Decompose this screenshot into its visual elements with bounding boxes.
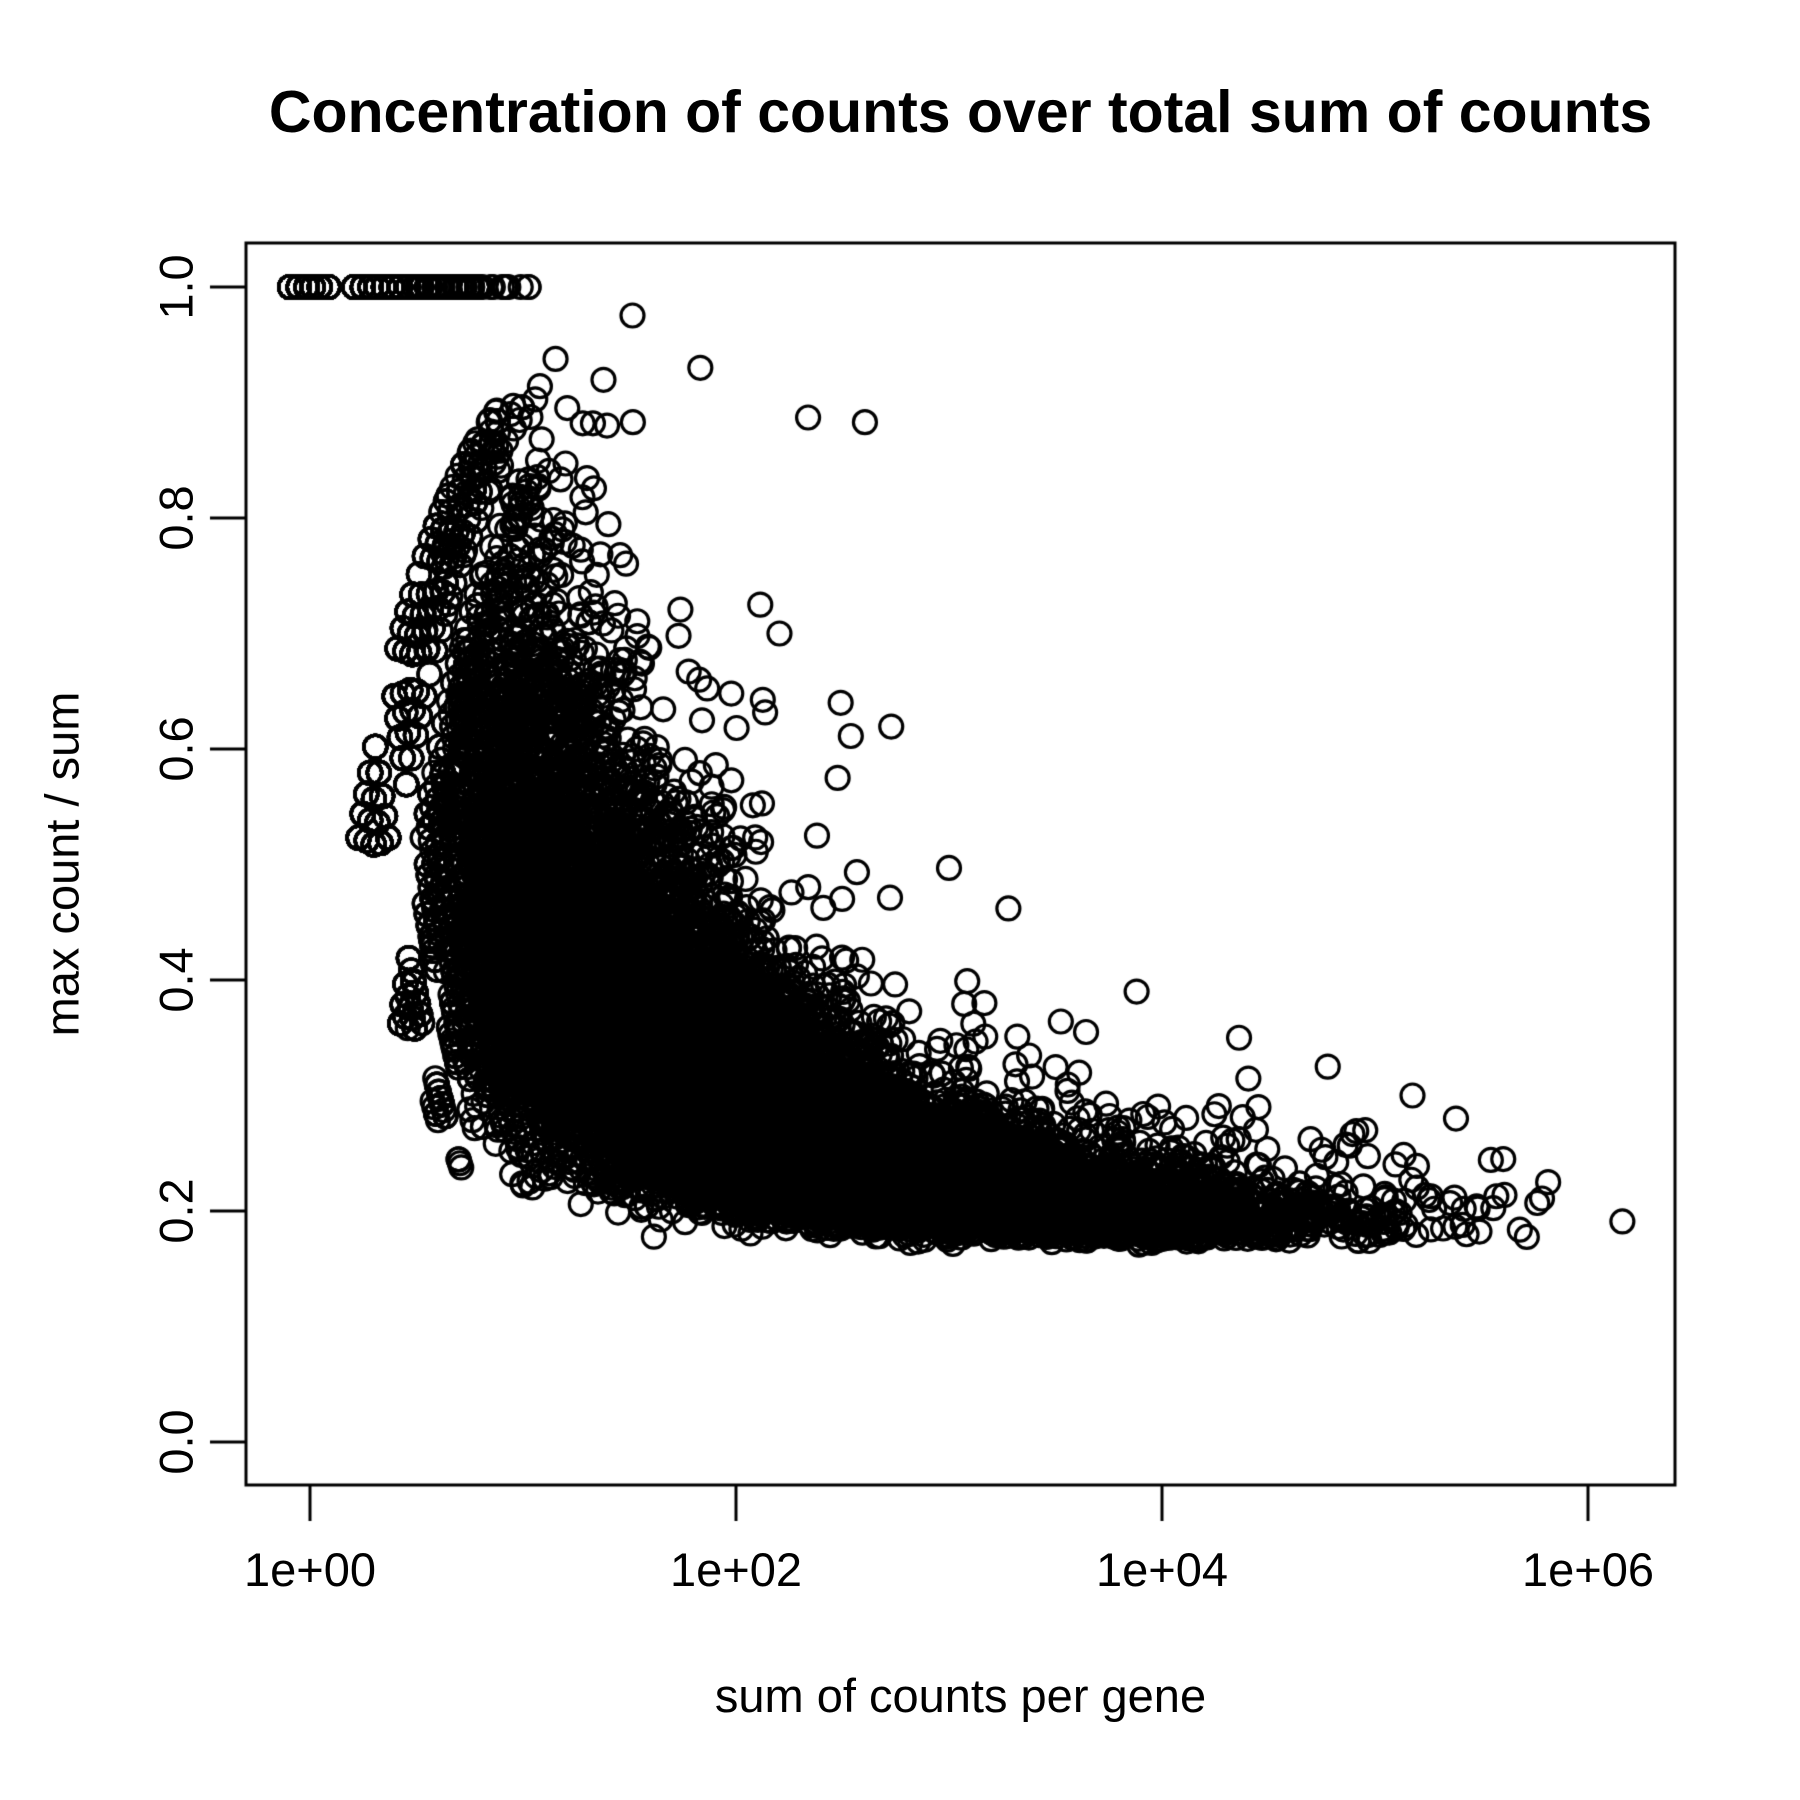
x-axis-tick-label: 1e+06 (1521, 1543, 1654, 1596)
y-axis-tick-label: 0.0 (149, 1409, 203, 1475)
y-axis-tick-label: 0.4 (149, 947, 203, 1013)
y-axis-tick-label: 1.0 (149, 254, 203, 320)
chart-title: Concentration of counts over total sum o… (268, 79, 1653, 145)
y-axis-tick-label: 0.2 (149, 1178, 203, 1244)
x-axis-title: sum of counts per gene (714, 1669, 1207, 1722)
y-axis-tick-label: 0.8 (149, 485, 203, 551)
y-axis-tick-label: 0.6 (149, 716, 203, 782)
y-axis-title: max count / sum (35, 691, 89, 1037)
x-axis-tick-label: 1e+04 (1095, 1543, 1228, 1596)
x-axis-tick-label: 1e+02 (669, 1543, 802, 1596)
x-axis-tick-label: 1e+00 (243, 1543, 376, 1596)
